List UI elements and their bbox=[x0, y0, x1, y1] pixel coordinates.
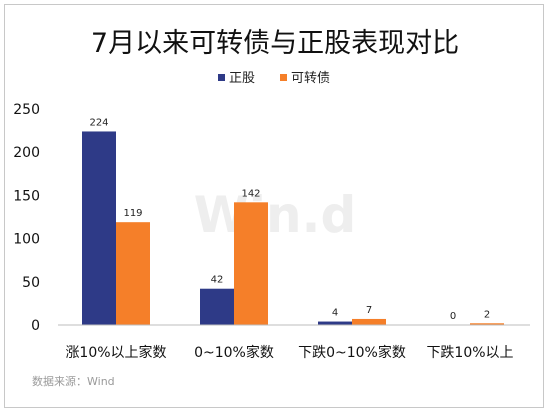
y-tick-label: 200 bbox=[13, 145, 40, 161]
data-label-0-0: 224 bbox=[89, 117, 108, 128]
bar-0-1 bbox=[116, 222, 150, 325]
x-category-label-0: 涨10%以上家数 bbox=[65, 344, 166, 361]
x-axis: 涨10%以上家数 0~10%家数 下跌0~10%家数 下跌10%以上 bbox=[58, 324, 530, 361]
data-label-2-1: 7 bbox=[366, 305, 372, 316]
chart-title: 7月以来可转债与正股表现对比 bbox=[91, 28, 459, 59]
data-label-0-1: 119 bbox=[123, 208, 142, 219]
source-note: 数据来源：Wind bbox=[32, 374, 115, 388]
bar-1-1 bbox=[234, 202, 268, 325]
legend-label-1: 可转债 bbox=[291, 71, 330, 86]
legend-swatch-1 bbox=[280, 74, 287, 81]
watermark: Win.d bbox=[194, 186, 357, 244]
legend-label-0: 正股 bbox=[229, 71, 255, 86]
legend: 正股 可转债 bbox=[218, 71, 330, 86]
legend-swatch-0 bbox=[218, 74, 225, 81]
data-label-3-0: 0 bbox=[450, 311, 456, 322]
data-label-1-1: 142 bbox=[241, 188, 260, 199]
y-tick-label: 50 bbox=[22, 275, 40, 291]
data-label-2-0: 4 bbox=[332, 308, 338, 319]
data-label-1-0: 42 bbox=[211, 275, 224, 286]
y-tick-label: 100 bbox=[13, 232, 40, 248]
x-category-label-2: 下跌0~10%家数 bbox=[298, 344, 406, 361]
bar-2-0 bbox=[318, 321, 352, 325]
y-tick-label: 150 bbox=[13, 188, 40, 204]
x-category-label-1: 0~10%家数 bbox=[194, 344, 274, 361]
bar-1-0 bbox=[200, 288, 234, 325]
y-tick-label: 0 bbox=[31, 318, 40, 334]
bar-0-0 bbox=[82, 131, 116, 325]
data-label-3-1: 2 bbox=[484, 309, 490, 320]
bar-3-1 bbox=[470, 323, 504, 325]
y-tick-label: 250 bbox=[13, 102, 40, 118]
bar-2-1 bbox=[352, 318, 386, 325]
bars: 224 119 42 142 4 7 0 2 bbox=[82, 117, 504, 325]
y-axis: 0 50 100 150 200 250 bbox=[13, 102, 40, 334]
x-category-label-3: 下跌10%以上 bbox=[426, 345, 513, 361]
